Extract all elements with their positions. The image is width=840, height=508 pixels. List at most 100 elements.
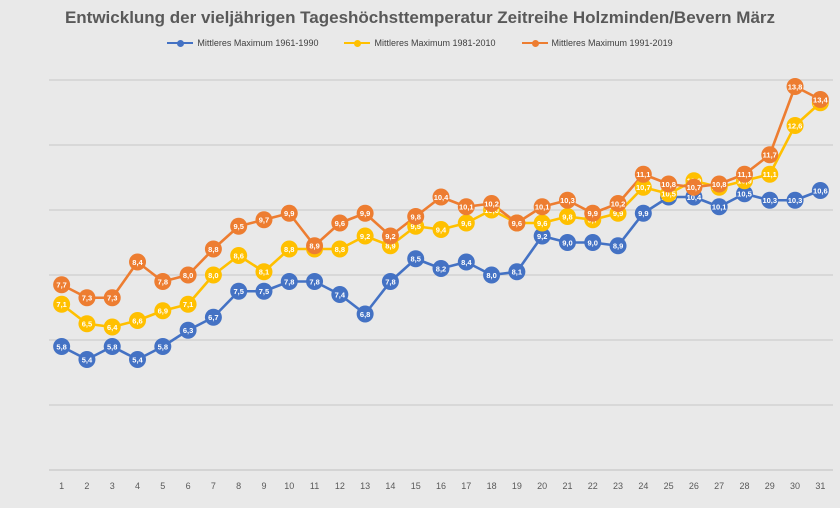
data-point-2: [78, 289, 96, 307]
data-label-0: 8,4: [461, 258, 472, 267]
data-point-2: [761, 146, 779, 164]
data-label-0: 7,5: [233, 287, 243, 296]
data-point-2: [356, 204, 374, 222]
data-label-2: 9,9: [360, 209, 370, 218]
data-label-0: 8,0: [486, 271, 496, 280]
data-point-2: [306, 237, 324, 255]
data-point-2: [407, 208, 425, 225]
data-point-2: [735, 165, 753, 183]
x-tick-label: 24: [638, 481, 648, 491]
data-point-0: [154, 338, 172, 355]
data-point-0: [230, 282, 248, 300]
legend-item-1981-2010: Mittleres Maximum 1981-2010: [344, 38, 496, 48]
data-label-0: 8,2: [436, 264, 446, 273]
data-point-1: [204, 266, 222, 284]
data-point-0: [103, 338, 121, 355]
data-point-0: [558, 234, 576, 251]
data-point-0: [255, 282, 273, 300]
data-label-1: 6,9: [158, 307, 168, 316]
x-tick-label: 22: [588, 481, 598, 491]
data-point-0: [331, 286, 349, 303]
data-label-0: 8,9: [613, 242, 623, 251]
data-point-1: [103, 318, 121, 336]
data-point-1: [255, 263, 273, 281]
data-label-0: 6,7: [208, 313, 218, 322]
data-label-2: 7,3: [107, 294, 117, 303]
data-label-0: 10,3: [762, 196, 777, 205]
data-point-0: [280, 273, 298, 290]
legend-marker-1991-2019: [521, 39, 548, 47]
x-tick-label: 29: [765, 481, 775, 491]
data-label-1: 8,0: [208, 271, 218, 280]
data-point-1: [457, 214, 475, 232]
data-label-1: 10,7: [636, 183, 651, 192]
data-point-1: [558, 208, 576, 225]
data-label-0: 9,2: [537, 232, 547, 241]
data-point-2: [483, 195, 501, 212]
data-point-1: [533, 214, 551, 232]
x-tick-label: 12: [335, 481, 345, 491]
data-point-2: [660, 175, 678, 193]
data-point-2: [129, 253, 147, 271]
data-point-0: [381, 273, 399, 290]
legend: Mittleres Maximum 1961-1990 Mittleres Ma…: [0, 38, 840, 48]
x-tick-label: 14: [385, 481, 395, 491]
data-label-1: 12,6: [788, 121, 803, 130]
data-point-0: [129, 351, 147, 368]
data-label-1: 8,6: [233, 251, 243, 260]
data-label-0: 9,9: [638, 209, 648, 218]
data-label-2: 13,4: [813, 95, 828, 104]
data-point-0: [710, 198, 728, 216]
data-label-0: 8,1: [512, 268, 522, 277]
x-tick-label: 4: [135, 481, 140, 491]
data-point-0: [407, 250, 425, 268]
data-label-1: 6,5: [82, 320, 92, 329]
data-point-2: [609, 195, 627, 212]
data-label-1: 8,8: [335, 245, 345, 254]
data-point-2: [584, 204, 602, 222]
x-tick-label: 25: [664, 481, 674, 491]
x-tick-label: 2: [84, 481, 89, 491]
data-point-2: [255, 211, 273, 229]
data-label-1: 7,1: [183, 300, 193, 309]
data-label-2: 10,3: [560, 196, 575, 205]
data-label-2: 9,6: [335, 219, 345, 228]
chart-title: Entwicklung der vieljährigen Tageshöchst…: [64, 8, 776, 27]
data-label-0: 5,8: [158, 342, 168, 351]
data-point-0: [584, 234, 602, 251]
data-label-2: 8,8: [208, 245, 218, 254]
data-point-1: [230, 247, 248, 264]
data-label-0: 6,8: [360, 310, 370, 319]
data-label-1: 8,8: [284, 245, 294, 254]
data-point-2: [280, 204, 298, 222]
data-label-1: 9,4: [436, 225, 447, 234]
data-label-0: 7,4: [335, 290, 346, 299]
data-point-2: [786, 78, 804, 95]
data-label-1: 7,1: [56, 300, 66, 309]
x-tick-label: 16: [436, 481, 446, 491]
data-label-2: 13,8: [788, 82, 803, 91]
legend-label-1961-1990: Mittleres Maximum 1961-1990: [197, 38, 319, 48]
data-label-1: 9,2: [360, 232, 370, 241]
data-label-2: 9,2: [385, 232, 395, 241]
data-point-0: [735, 185, 753, 203]
data-point-1: [331, 240, 349, 258]
data-label-1: 6,6: [132, 316, 142, 325]
data-point-0: [53, 338, 71, 355]
data-point-0: [508, 263, 526, 281]
data-point-2: [154, 273, 172, 290]
x-tick-label: 20: [537, 481, 547, 491]
data-label-0: 7,8: [284, 277, 294, 286]
data-label-2: 11,1: [636, 170, 650, 179]
data-point-0: [811, 182, 829, 199]
x-tick-label: 15: [411, 481, 421, 491]
data-point-0: [483, 266, 501, 284]
data-point-1: [179, 295, 197, 313]
data-label-1: 9,6: [537, 219, 547, 228]
data-point-2: [381, 227, 399, 245]
data-label-2: 9,7: [259, 216, 269, 225]
data-label-2: 11,7: [763, 151, 777, 160]
x-tick-label: 21: [562, 481, 572, 491]
data-label-0: 10,5: [737, 190, 752, 199]
data-point-2: [179, 266, 197, 284]
